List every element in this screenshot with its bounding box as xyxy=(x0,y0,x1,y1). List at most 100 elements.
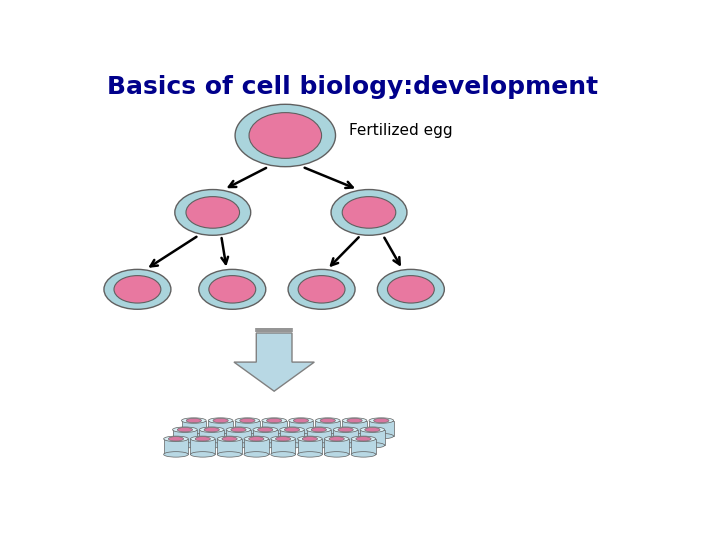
Ellipse shape xyxy=(209,275,256,303)
Bar xyxy=(360,430,384,446)
Ellipse shape xyxy=(213,418,228,423)
Ellipse shape xyxy=(168,437,184,441)
Ellipse shape xyxy=(240,418,255,423)
Bar xyxy=(351,439,376,454)
Ellipse shape xyxy=(320,418,336,423)
Ellipse shape xyxy=(266,418,282,423)
Ellipse shape xyxy=(315,434,340,439)
Ellipse shape xyxy=(351,436,376,442)
Ellipse shape xyxy=(311,428,326,432)
Bar xyxy=(199,430,224,446)
Ellipse shape xyxy=(231,428,246,432)
Bar xyxy=(262,421,287,436)
Ellipse shape xyxy=(217,451,242,457)
Ellipse shape xyxy=(190,451,215,457)
Bar xyxy=(271,439,295,454)
Bar xyxy=(181,421,206,436)
Bar xyxy=(333,430,358,446)
Ellipse shape xyxy=(347,418,362,423)
Bar xyxy=(315,421,340,436)
Ellipse shape xyxy=(226,443,251,448)
Ellipse shape xyxy=(329,437,344,441)
Bar xyxy=(235,421,260,436)
Ellipse shape xyxy=(333,427,358,433)
Ellipse shape xyxy=(186,418,202,423)
Ellipse shape xyxy=(342,434,367,439)
Text: Basics of cell biology:development: Basics of cell biology:development xyxy=(107,75,598,99)
Ellipse shape xyxy=(342,197,396,228)
Ellipse shape xyxy=(377,269,444,309)
Ellipse shape xyxy=(271,451,295,457)
Ellipse shape xyxy=(208,418,233,423)
Ellipse shape xyxy=(289,418,313,423)
Bar xyxy=(307,430,331,446)
Bar xyxy=(190,439,215,454)
Ellipse shape xyxy=(217,436,242,442)
Ellipse shape xyxy=(248,437,264,441)
Ellipse shape xyxy=(279,427,305,433)
Ellipse shape xyxy=(324,451,349,457)
Ellipse shape xyxy=(331,190,407,235)
Ellipse shape xyxy=(195,437,210,441)
Ellipse shape xyxy=(356,437,371,441)
Bar xyxy=(226,430,251,446)
Ellipse shape xyxy=(374,418,389,423)
Ellipse shape xyxy=(181,418,206,423)
Text: Fertilized egg: Fertilized egg xyxy=(349,123,453,138)
Ellipse shape xyxy=(369,434,394,439)
Bar xyxy=(217,439,242,454)
Ellipse shape xyxy=(315,418,340,423)
Ellipse shape xyxy=(244,451,269,457)
Ellipse shape xyxy=(324,436,349,442)
Ellipse shape xyxy=(276,437,291,441)
Ellipse shape xyxy=(288,269,355,309)
Ellipse shape xyxy=(222,437,237,441)
Ellipse shape xyxy=(163,436,189,442)
Ellipse shape xyxy=(293,418,309,423)
Ellipse shape xyxy=(177,428,192,432)
Ellipse shape xyxy=(387,275,434,303)
Ellipse shape xyxy=(279,443,305,448)
Ellipse shape xyxy=(307,443,331,448)
Ellipse shape xyxy=(235,418,260,423)
Ellipse shape xyxy=(199,269,266,309)
Ellipse shape xyxy=(271,436,295,442)
Ellipse shape xyxy=(181,434,206,439)
Ellipse shape xyxy=(289,434,313,439)
Bar xyxy=(289,421,313,436)
Ellipse shape xyxy=(175,190,251,235)
Ellipse shape xyxy=(307,427,331,433)
Ellipse shape xyxy=(298,275,345,303)
Bar xyxy=(369,421,394,436)
Ellipse shape xyxy=(204,428,220,432)
Ellipse shape xyxy=(302,437,318,441)
Bar xyxy=(173,430,197,446)
Bar xyxy=(208,421,233,436)
Ellipse shape xyxy=(351,451,376,457)
Bar xyxy=(297,439,323,454)
Ellipse shape xyxy=(235,104,336,167)
Ellipse shape xyxy=(208,434,233,439)
Ellipse shape xyxy=(262,418,287,423)
Ellipse shape xyxy=(297,451,323,457)
Ellipse shape xyxy=(226,427,251,433)
Ellipse shape xyxy=(258,428,273,432)
Ellipse shape xyxy=(163,451,189,457)
Bar xyxy=(163,439,189,454)
Bar xyxy=(280,430,305,446)
Ellipse shape xyxy=(284,428,300,432)
Ellipse shape xyxy=(249,113,322,158)
Ellipse shape xyxy=(253,427,278,433)
Ellipse shape xyxy=(338,428,354,432)
Bar xyxy=(253,430,278,446)
Bar xyxy=(342,421,367,436)
Ellipse shape xyxy=(333,443,358,448)
Ellipse shape xyxy=(369,418,394,423)
Ellipse shape xyxy=(244,436,269,442)
Ellipse shape xyxy=(262,434,287,439)
Polygon shape xyxy=(234,333,315,391)
Ellipse shape xyxy=(365,428,380,432)
Bar xyxy=(324,439,349,454)
Ellipse shape xyxy=(360,443,384,448)
Ellipse shape xyxy=(186,197,240,228)
